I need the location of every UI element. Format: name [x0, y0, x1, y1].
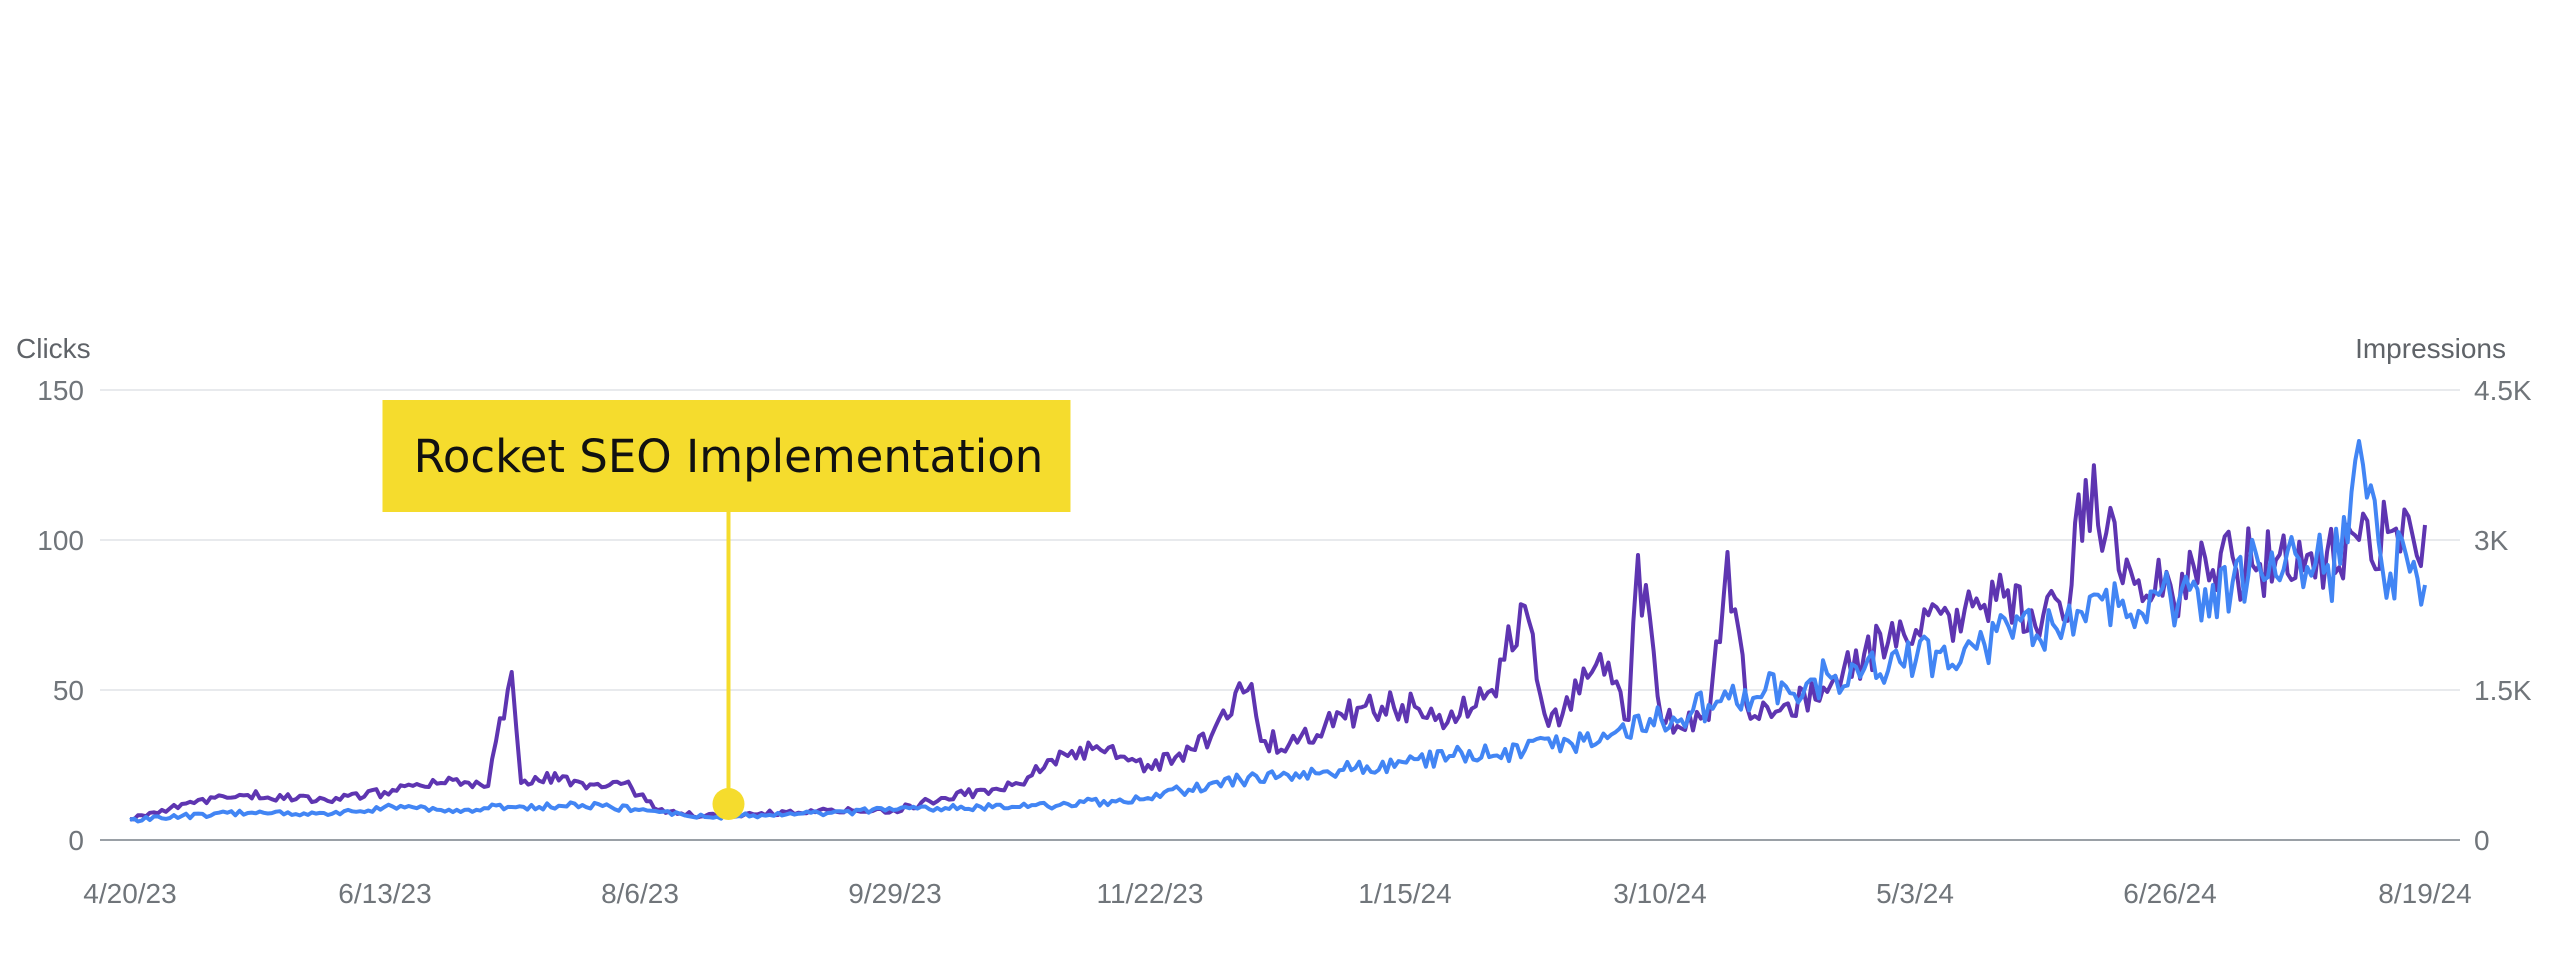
x-tick-label: 9/29/23 — [848, 878, 941, 909]
annotation-text: Rocket SEO Implementation — [414, 430, 1044, 483]
left-axis-title: Clicks — [16, 333, 91, 364]
grid-lines — [100, 389, 2460, 841]
annotation-callout: Rocket SEO Implementation — [382, 400, 1071, 820]
annotation-box — [382, 400, 1071, 512]
right-tick-label: 4.5K — [2474, 375, 2532, 406]
x-tick-label: 3/10/24 — [1613, 878, 1706, 909]
x-tick-label: 11/22/23 — [1097, 878, 1204, 909]
x-tick-label: 5/3/24 — [1876, 878, 1954, 909]
x-tick-label: 6/13/23 — [338, 878, 431, 909]
right-axis-title: Impressions — [2355, 333, 2506, 364]
left-axis-ticks: 0 50 100 150 — [37, 375, 84, 856]
x-tick-label: 8/19/24 — [2378, 878, 2471, 909]
x-tick-label: 6/26/24 — [2123, 878, 2216, 909]
left-tick-label: 50 — [53, 675, 84, 706]
series-line-left — [129, 463, 2427, 822]
x-tick-label: 4/20/23 — [83, 878, 176, 909]
right-tick-label: 1.5K — [2474, 675, 2532, 706]
x-tick-label: 1/15/24 — [1358, 878, 1451, 909]
series-line-right — [129, 439, 2427, 824]
right-axis-ticks: 0 1.5K 3K 4.5K — [2474, 375, 2532, 856]
right-tick-label: 3K — [2474, 525, 2509, 556]
left-tick-label: 0 — [68, 825, 84, 856]
right-tick-label: 0 — [2474, 825, 2490, 856]
x-tick-label: 8/6/23 — [601, 878, 679, 909]
series-lines — [129, 439, 2427, 824]
left-tick-label: 150 — [37, 375, 84, 406]
x-axis-ticks: 4/20/23 6/13/23 8/6/23 9/29/23 11/22/23 1/15/… — [83, 878, 2471, 909]
annotation-marker — [712, 788, 745, 820]
left-tick-label: 100 — [37, 525, 84, 556]
